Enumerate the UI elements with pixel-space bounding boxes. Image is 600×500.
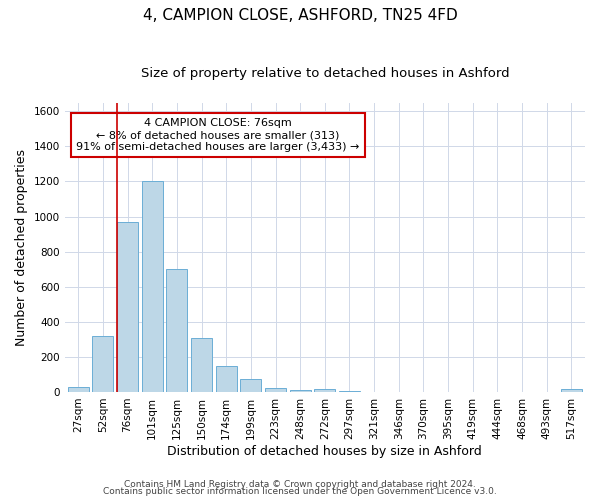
Bar [314,390,335,392]
Text: 4 CAMPION CLOSE: 76sqm
← 8% of detached houses are smaller (313)
91% of semi-det: 4 CAMPION CLOSE: 76sqm ← 8% of detached … [76,118,360,152]
Bar [92,336,113,392]
Bar [265,388,286,392]
Bar [561,390,582,392]
Bar [216,366,236,392]
Bar [117,222,138,392]
X-axis label: Distribution of detached houses by size in Ashford: Distribution of detached houses by size … [167,444,482,458]
Text: Contains HM Land Registry data © Crown copyright and database right 2024.: Contains HM Land Registry data © Crown c… [124,480,476,489]
Bar [68,386,89,392]
Bar [142,182,163,392]
Bar [290,390,311,392]
Text: Contains public sector information licensed under the Open Government Licence v3: Contains public sector information licen… [103,487,497,496]
Bar [191,338,212,392]
Bar [166,269,187,392]
Y-axis label: Number of detached properties: Number of detached properties [15,148,28,346]
Text: 4, CAMPION CLOSE, ASHFORD, TN25 4FD: 4, CAMPION CLOSE, ASHFORD, TN25 4FD [143,8,457,22]
Title: Size of property relative to detached houses in Ashford: Size of property relative to detached ho… [140,68,509,80]
Bar [241,379,262,392]
